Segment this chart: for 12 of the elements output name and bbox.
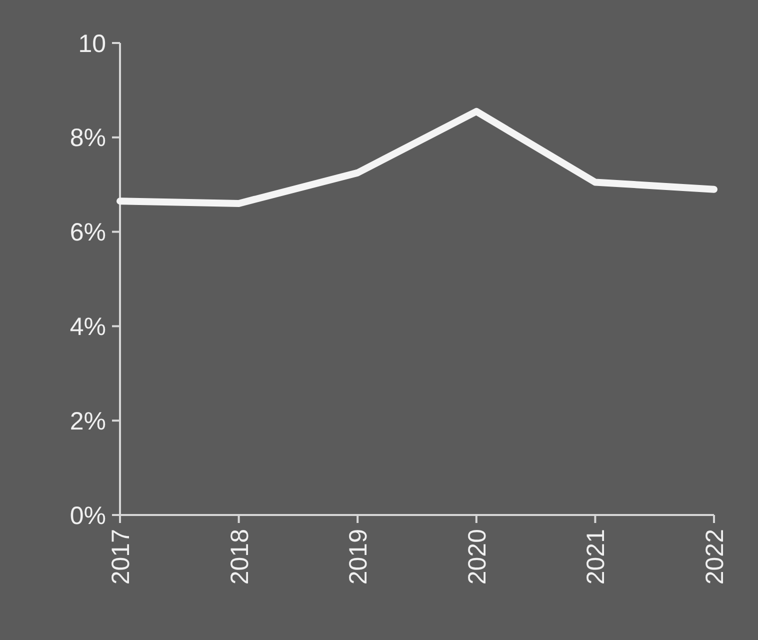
y-tick-label: 4% bbox=[70, 312, 106, 341]
y-tick-label: 2% bbox=[70, 407, 106, 436]
y-tick-label: 8% bbox=[70, 124, 106, 152]
x-tick-label: 2018 bbox=[226, 529, 254, 585]
y-tick-label: 0% bbox=[70, 502, 106, 530]
x-tick-label: 2017 bbox=[107, 529, 135, 585]
y-tick-label: 6% bbox=[70, 218, 106, 247]
y-tick-label: 10 bbox=[78, 30, 106, 58]
x-tick-label: 2021 bbox=[582, 529, 610, 585]
x-tick-label: 2020 bbox=[463, 529, 492, 585]
x-tick-label: 2019 bbox=[344, 529, 373, 585]
x-tick-label: 2022 bbox=[701, 529, 729, 585]
